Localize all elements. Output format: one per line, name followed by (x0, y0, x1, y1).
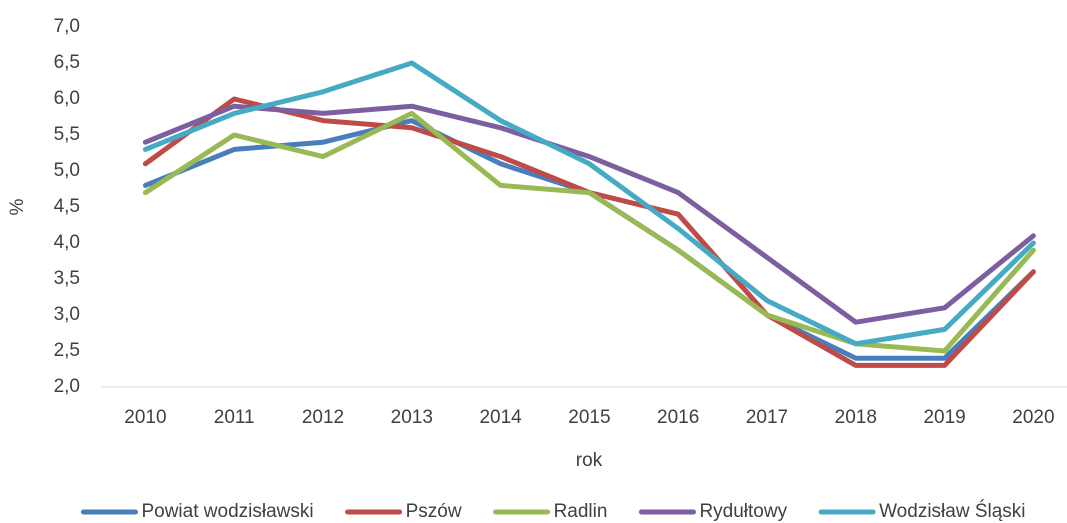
x-tick-label: 2015 (568, 407, 610, 428)
x-tick-label: 2010 (124, 407, 166, 428)
series-line (142, 96, 1036, 368)
y-tick-label: 7,0 (54, 16, 80, 37)
legend-label: Pszów (406, 501, 462, 522)
legend-label: Rydułtowy (699, 501, 787, 522)
x-tick-label: 2017 (746, 407, 788, 428)
y-tick-label: 2,5 (54, 340, 80, 361)
x-tick-label: 2011 (214, 407, 255, 428)
y-tick-label: 6,5 (54, 52, 80, 73)
x-tick-label: 2012 (302, 407, 344, 428)
x-tick-label: 2018 (835, 407, 877, 428)
x-tick-label: 2014 (479, 407, 522, 428)
series-line (142, 60, 1036, 347)
x-tick-label: 2016 (657, 407, 699, 428)
y-axis-label: % (7, 198, 28, 215)
x-axis-label: rok (576, 450, 603, 471)
x-tick-label: 2020 (1012, 407, 1054, 428)
y-tick-label: 3,5 (54, 268, 80, 289)
y-tick-label: 5,0 (54, 160, 80, 181)
legend-label: Powiat wodzisławski (141, 501, 313, 522)
y-tick-label: 6,0 (54, 88, 80, 109)
y-tick-label: 2,0 (54, 376, 80, 397)
series-line (142, 110, 1036, 354)
x-tick-label: 2019 (923, 407, 965, 428)
y-tick-label: 4,5 (54, 196, 80, 217)
series-line (142, 103, 1036, 325)
legend-label: Radlin (554, 501, 608, 522)
y-tick-label: 5,5 (54, 124, 80, 145)
legend-label: Wodzisław Śląski (879, 500, 1025, 522)
y-tick-label: 4,0 (54, 232, 80, 253)
y-tick-label: 3,0 (54, 304, 80, 325)
x-tick-label: 2013 (391, 407, 433, 428)
